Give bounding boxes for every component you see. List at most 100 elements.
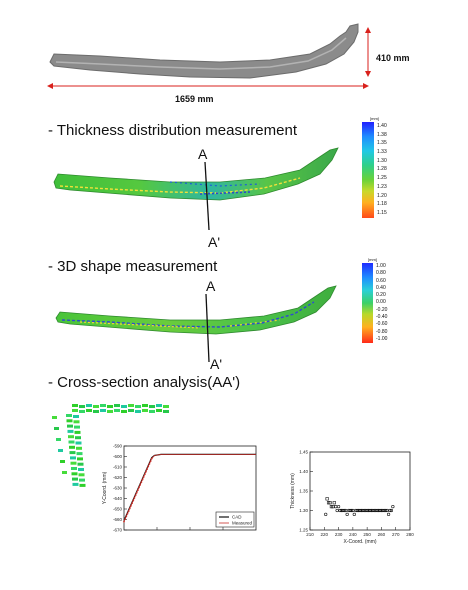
ycoord-line-chart: -590 -600 -610 -620 -630 -640 -650 -660 -670 Y-Co…	[102, 444, 257, 533]
shape-point-a-prime: A'	[210, 356, 223, 372]
shape-colorbar-unit: [mm]	[368, 257, 377, 262]
profile-dot	[107, 405, 113, 408]
chart1-legend-label: CAD	[232, 515, 242, 520]
profile-dot	[62, 471, 67, 474]
chart1-series-line-0	[123, 453, 256, 521]
profile-dot	[121, 410, 127, 413]
profile-dot	[58, 449, 63, 452]
chart2-ytick-label: 1.25	[299, 528, 308, 533]
profile-dot	[79, 405, 85, 408]
profile-dot	[74, 430, 81, 434]
shape-point-a: A	[206, 278, 216, 294]
thickness-point-a-prime: A'	[208, 234, 221, 250]
profile-dot	[156, 409, 162, 412]
profile-dot	[75, 436, 81, 440]
chart2-ylabel: Thickness (mm)	[290, 473, 296, 509]
chart1-ytick-label: -610	[113, 465, 123, 470]
chart2-ytick-label: 1.40	[299, 469, 308, 474]
chart2-point	[325, 497, 329, 501]
profile-dot	[86, 404, 92, 407]
chart1-measured-point	[150, 457, 153, 460]
chart2-point	[334, 504, 338, 509]
profile-dot	[72, 477, 78, 481]
profile-dot	[69, 445, 75, 449]
profile-dot	[71, 467, 77, 470]
shape-colorbar-tick: -0.80	[376, 328, 388, 335]
chart1-measured-point	[123, 520, 125, 523]
thickness-colorbar-unit: [mm]	[370, 116, 379, 121]
chart1-measured-point	[142, 476, 145, 478]
profile-dot	[77, 462, 84, 466]
chart2-point	[342, 508, 346, 513]
chart2-point	[391, 504, 395, 509]
profile-dot	[67, 424, 73, 428]
chart1-measured-point	[147, 465, 150, 468]
chart2-frame	[309, 451, 411, 531]
profile-dot	[52, 416, 57, 419]
profile-dot	[79, 483, 86, 487]
chart1-ytick-label: -640	[113, 496, 123, 501]
cross-section-title: - Cross-section analysis(AA')	[48, 374, 241, 391]
chart1-measured-point	[135, 491, 138, 494]
thickness-colorbar-tick: 1.15	[377, 209, 387, 216]
profile-dot	[128, 409, 134, 412]
profile-dot	[56, 438, 61, 441]
chart1-measured-point	[130, 504, 132, 507]
profile-dot	[72, 404, 78, 407]
chart2-point	[345, 512, 349, 516]
profile-dot	[107, 410, 113, 413]
chart2-xtick-label: 270	[392, 532, 400, 537]
chart2-point	[336, 504, 341, 509]
thickness-map-shape	[53, 147, 339, 201]
chart1-ytick-label: -590	[113, 444, 123, 449]
shape-colorbar-tick: 0.20	[376, 292, 386, 299]
chart2-point	[386, 512, 391, 516]
chart2-xtick-label: 210	[306, 532, 314, 537]
profile-dot	[66, 414, 72, 417]
thickness-colorbar-tick: 1.28	[377, 166, 387, 173]
chart1-ytick-label: -600	[113, 454, 123, 459]
shape-colorbar-tick: 1.00	[376, 263, 386, 269]
shape-colorbar-tick: -0.40	[376, 314, 388, 321]
section-line-aa-thickness	[204, 161, 210, 231]
profile-dot	[70, 456, 76, 460]
profile-dot	[86, 409, 92, 412]
chart1-measured-point	[132, 499, 135, 502]
profile-dot	[163, 410, 169, 413]
thickness-section-title: - Thickness distribution measurement	[48, 122, 297, 139]
chart1-ytick-label: -650	[113, 507, 123, 512]
profile-dot	[72, 409, 78, 412]
profile-dot	[67, 429, 74, 433]
chart2-point	[349, 508, 354, 513]
shape-colorbar-tick: 0.40	[376, 284, 386, 291]
chart1-measured-point	[143, 473, 146, 476]
profile-dot	[114, 404, 120, 407]
chart2-point	[335, 508, 339, 513]
profile-dot	[73, 420, 80, 424]
profile-dot	[121, 405, 127, 408]
profile-dot	[70, 461, 77, 465]
profile-dot	[68, 440, 75, 444]
profile-dot	[156, 404, 162, 407]
thickness-colorbar-tick: 1.25	[377, 175, 387, 182]
shape-colorbar-tick: 0.80	[376, 270, 386, 277]
thickness-colorbar-tick: 1.23	[377, 183, 387, 190]
chart1-ytick-label: -620	[113, 475, 123, 480]
chart2-point	[388, 508, 392, 513]
chart2-point	[332, 501, 336, 505]
profile-dot	[74, 425, 80, 429]
shape-colorbar-tick: 0.00	[376, 299, 386, 306]
thickness-colorbar-ticks: 1.40 1.38 1.35 1.33 1.30 1.28 1.25 1.23 1.20 1.18…	[377, 122, 387, 218]
chart1-ytick-label: -670	[113, 528, 123, 533]
chart1-measured-point	[148, 462, 151, 465]
profile-dot	[73, 415, 79, 418]
thickness-colorbar	[362, 122, 374, 218]
chart1-ytick-label: -630	[113, 486, 123, 491]
thickness-point-a: A	[198, 146, 208, 162]
chart2-xtick-label: 250	[363, 532, 371, 537]
thickness-colorbar-tick: 1.35	[377, 140, 387, 147]
grey-part-shape	[49, 23, 359, 79]
shape-colorbar-tick: -0.20	[376, 306, 388, 313]
width-dimension-label: 1659 mm	[175, 94, 214, 104]
